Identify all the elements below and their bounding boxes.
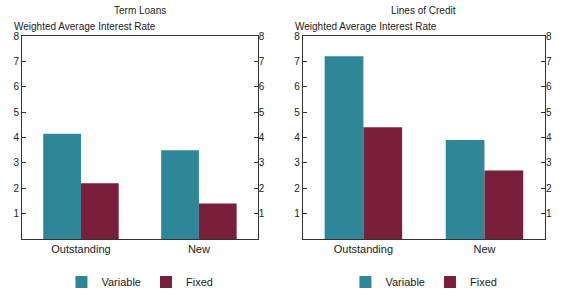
svg-text:4: 4: [546, 132, 552, 143]
svg-text:New: New: [188, 243, 210, 255]
svg-text:7: 7: [13, 56, 19, 67]
svg-text:Weighted Average Interest Rate: Weighted Average Interest Rate: [14, 21, 156, 32]
svg-text:New: New: [473, 243, 495, 255]
svg-text:5: 5: [546, 107, 552, 118]
svg-text:Weighted Average Interest Rate: Weighted Average Interest Rate: [295, 21, 437, 32]
svg-text:Variable: Variable: [385, 276, 425, 288]
svg-text:1: 1: [294, 208, 300, 219]
svg-text:Fixed: Fixed: [470, 276, 497, 288]
svg-text:3: 3: [13, 157, 19, 168]
svg-text:2: 2: [546, 183, 552, 194]
svg-text:1: 1: [259, 208, 265, 219]
svg-text:3: 3: [259, 157, 265, 168]
svg-text:8: 8: [13, 31, 19, 42]
svg-text:6: 6: [13, 81, 19, 92]
svg-text:7: 7: [546, 56, 552, 67]
svg-text:Variable: Variable: [101, 276, 141, 288]
svg-text:8: 8: [294, 31, 300, 42]
svg-text:Outstanding: Outstanding: [334, 243, 393, 255]
svg-text:1: 1: [13, 208, 19, 219]
svg-text:6: 6: [294, 81, 300, 92]
svg-text:Outstanding: Outstanding: [51, 243, 110, 255]
svg-text:2: 2: [259, 183, 265, 194]
svg-text:5: 5: [294, 107, 300, 118]
svg-text:8: 8: [259, 31, 265, 42]
svg-text:6: 6: [546, 81, 552, 92]
svg-text:1: 1: [546, 208, 552, 219]
svg-text:2: 2: [13, 183, 19, 194]
svg-text:4: 4: [259, 132, 265, 143]
svg-text:8: 8: [546, 31, 552, 42]
svg-text:7: 7: [294, 56, 300, 67]
svg-text:4: 4: [13, 132, 19, 143]
svg-text:Term Loans: Term Loans: [114, 5, 166, 16]
svg-text:6: 6: [259, 81, 265, 92]
svg-text:5: 5: [13, 107, 19, 118]
svg-text:3: 3: [294, 157, 300, 168]
svg-text:Lines of Credit: Lines of Credit: [391, 5, 456, 16]
svg-text:7: 7: [259, 56, 265, 67]
svg-text:Fixed: Fixed: [186, 276, 213, 288]
svg-text:3: 3: [546, 157, 552, 168]
svg-text:5: 5: [259, 107, 265, 118]
svg-text:2: 2: [294, 183, 300, 194]
svg-text:4: 4: [294, 132, 300, 143]
